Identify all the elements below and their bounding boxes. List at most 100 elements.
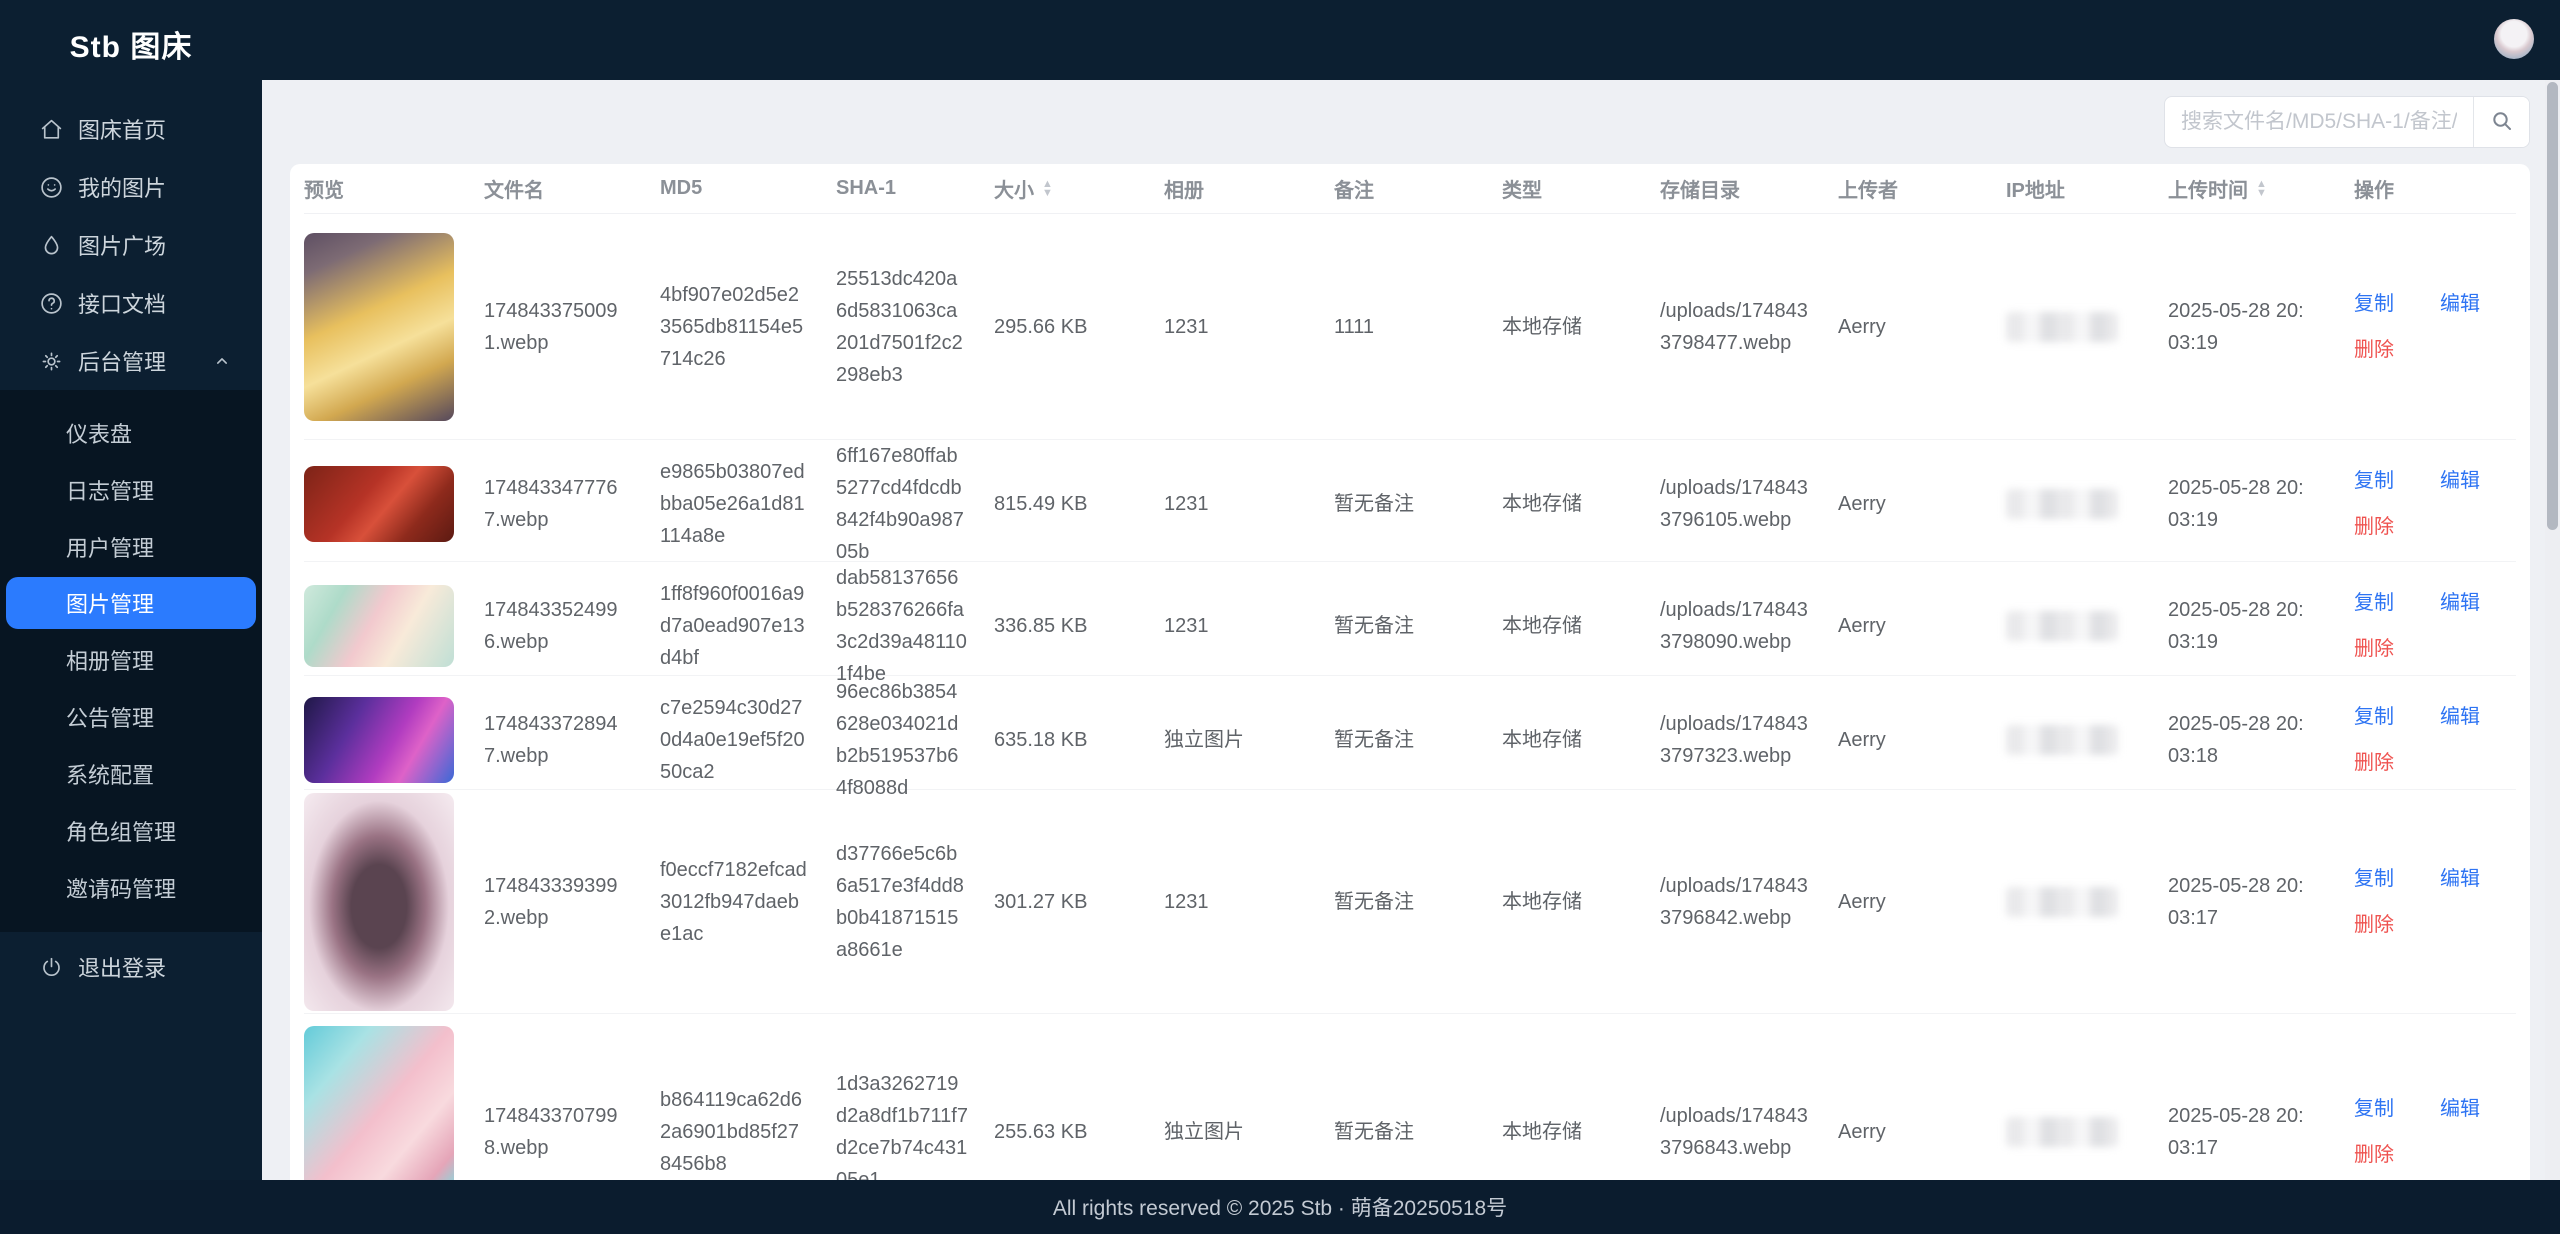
cell-filename: 1748433750091.webp	[484, 299, 618, 354]
cell-storage: /uploads/1748433796842.webp	[1660, 874, 1808, 929]
delete-link[interactable]: 删除	[2354, 752, 2394, 774]
sidebar-item-admin[interactable]: 后台管理	[0, 332, 262, 390]
copy-link[interactable]: 复制	[2354, 292, 2394, 315]
cell-md5: 4bf907e02d5e23565db81154e5714c26	[660, 283, 804, 370]
edit-link[interactable]: 编辑	[2440, 470, 2480, 492]
sidebar-item-label: 我的图片	[78, 176, 167, 201]
sidebar-item-dashboard[interactable]: 仪表盘	[66, 421, 133, 447]
cell-ip	[2006, 611, 2168, 641]
cell-note: 暂无备注	[1334, 493, 1414, 515]
edit-link[interactable]: 编辑	[2440, 292, 2480, 315]
sidebar: Stb 图床 图床首页 我的图片 图片广场 接口文档 后台管理 仪表盘 日志管理…	[0, 0, 262, 1234]
image-thumbnail[interactable]	[304, 585, 454, 667]
sidebar-item-users[interactable]: 用户管理	[66, 535, 155, 561]
cell-time: 2025-05-28 20:03:17	[2168, 874, 2304, 929]
cell-size: 301.27 KB	[994, 890, 1088, 913]
delete-link[interactable]: 删除	[2354, 1144, 2394, 1166]
user-avatar[interactable]	[2494, 19, 2534, 59]
search-box	[2164, 96, 2530, 148]
col-header-md5: MD5	[660, 177, 703, 199]
cell-uploader: Aerry	[1838, 315, 1886, 338]
copy-link[interactable]: 复制	[2354, 470, 2394, 492]
cell-sha1: 25513dc420a6d5831063ca201d7501f2c2298eb3	[836, 267, 963, 386]
sidebar-item-home[interactable]: 图床首页	[0, 100, 262, 158]
cell-type: 本地存储	[1502, 315, 1582, 338]
sidebar-item-api-docs[interactable]: 接口文档	[0, 274, 262, 332]
cell-type: 本地存储	[1502, 729, 1582, 751]
cell-note: 暂无备注	[1334, 890, 1414, 913]
table-row: 1748433707998.webp b864119ca62d62a6901bd…	[304, 1014, 2516, 1180]
copy-link[interactable]: 复制	[2354, 867, 2394, 890]
copy-link[interactable]: 复制	[2354, 1098, 2394, 1120]
redacted-ip	[2006, 311, 2118, 342]
col-header-note: 备注	[1334, 180, 1374, 202]
cell-uploader: Aerry	[1838, 615, 1886, 637]
sidebar-item-invite-codes[interactable]: 邀请码管理	[66, 876, 177, 902]
copy-link[interactable]: 复制	[2354, 592, 2394, 614]
sidebar-item-gallery[interactable]: 图片广场	[0, 216, 262, 274]
image-thumbnail[interactable]	[304, 697, 454, 783]
table-row: 1748433477767.webp e9865b03807edbba05e26…	[304, 440, 2516, 563]
cell-note: 暂无备注	[1334, 615, 1414, 637]
cell-size: 295.66 KB	[994, 315, 1088, 338]
main-content: 预览 文件名 MD5 SHA-1 大小▲▼ 相册 备注 类型 存储目录 上传者 …	[262, 80, 2560, 1180]
copyright-text: All rights reserved © 2025 Stb · 萌备20250…	[1052, 1197, 1508, 1220]
delete-link[interactable]: 删除	[2354, 638, 2394, 660]
topbar	[0, 0, 2560, 80]
cell-type: 本地存储	[1502, 615, 1582, 637]
cell-sha1: dab58137656b528376266fa3c2d39a481101f4be	[836, 567, 967, 685]
image-thumbnail[interactable]	[304, 792, 454, 1011]
sidebar-item-label: 图片广场	[78, 234, 167, 259]
col-header-filename: 文件名	[484, 180, 544, 202]
sort-icon[interactable]: ▲ ▼	[2256, 177, 2267, 199]
sidebar-item-label: 后台管理	[78, 350, 167, 375]
cell-time: 2025-05-28 20:03:18	[2168, 713, 2304, 767]
image-thumbnail[interactable]	[304, 1026, 454, 1180]
cell-uploader: Aerry	[1838, 729, 1886, 751]
sidebar-item-announcements[interactable]: 公告管理	[66, 705, 155, 731]
scrollbar-thumb[interactable]	[2547, 82, 2558, 530]
image-thumbnail[interactable]	[304, 466, 454, 542]
cell-type: 本地存储	[1502, 1121, 1582, 1143]
power-icon	[38, 954, 64, 980]
sidebar-item-image-management[interactable]: 图片管理	[6, 577, 256, 629]
cell-md5: b864119ca62d62a6901bd85f278456b8	[660, 1089, 802, 1175]
sidebar-item-albums[interactable]: 相册管理	[66, 648, 155, 674]
delete-link[interactable]: 删除	[2354, 913, 2394, 936]
col-header-size[interactable]: 大小 ▲ ▼	[994, 177, 1053, 202]
search-row	[290, 96, 2530, 164]
col-header-type: 类型	[1502, 180, 1542, 202]
sort-icon[interactable]: ▲ ▼	[1042, 177, 1053, 199]
delete-link[interactable]: 删除	[2354, 516, 2394, 538]
col-header-time[interactable]: 上传时间 ▲ ▼	[2168, 177, 2267, 202]
redacted-ip	[2006, 489, 2118, 519]
sidebar-item-logout[interactable]: 退出登录	[0, 938, 262, 996]
col-header-ip: IP地址	[2006, 180, 2065, 202]
sidebar-item-role-groups[interactable]: 角色组管理	[66, 819, 177, 845]
edit-link[interactable]: 编辑	[2440, 592, 2480, 614]
cell-storage: /uploads/1748433798090.webp	[1660, 599, 1808, 653]
vertical-scrollbar[interactable]	[2545, 80, 2560, 1234]
cell-time: 2025-05-28 20:03:19	[2168, 599, 2304, 653]
image-thumbnail[interactable]	[304, 232, 454, 421]
edit-link[interactable]: 编辑	[2440, 867, 2480, 890]
cell-storage: /uploads/1748433797323.webp	[1660, 713, 1808, 767]
edit-link[interactable]: 编辑	[2440, 706, 2480, 728]
sidebar-item-system-config[interactable]: 系统配置	[66, 762, 155, 788]
copy-link[interactable]: 复制	[2354, 706, 2394, 728]
cell-note: 暂无备注	[1334, 1121, 1414, 1143]
cell-uploader: Aerry	[1838, 1121, 1886, 1143]
gear-icon	[38, 348, 64, 374]
cell-time: 2025-05-28 20:03:19	[2168, 477, 2304, 531]
search-input[interactable]	[2165, 97, 2473, 147]
sidebar-item-label: 接口文档	[78, 292, 167, 317]
edit-link[interactable]: 编辑	[2440, 1098, 2480, 1120]
col-header-sha1: SHA-1	[836, 177, 897, 199]
sidebar-item-logs[interactable]: 日志管理	[66, 478, 155, 504]
sidebar-item-my-images[interactable]: 我的图片	[0, 158, 262, 216]
delete-link[interactable]: 删除	[2354, 338, 2394, 361]
search-icon	[2490, 109, 2514, 136]
col-header-storage: 存储目录	[1660, 180, 1740, 202]
search-button[interactable]	[2473, 97, 2529, 147]
question-icon	[38, 290, 64, 316]
